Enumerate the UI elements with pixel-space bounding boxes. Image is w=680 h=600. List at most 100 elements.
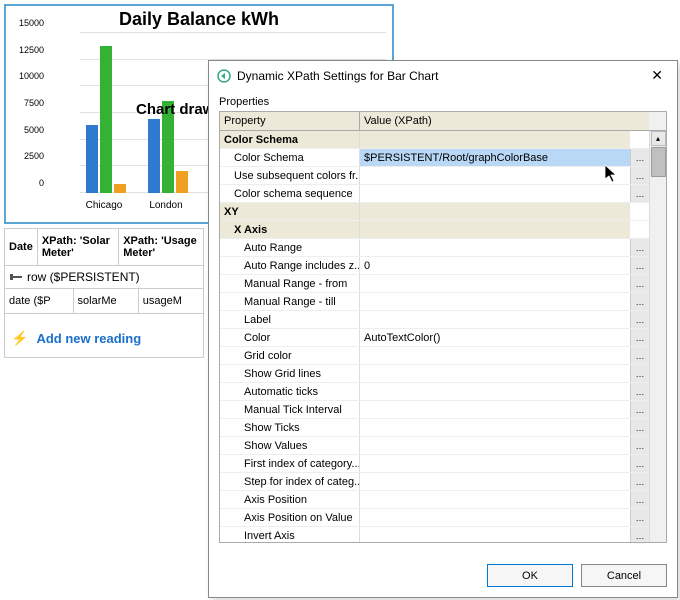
row-template-header: row ($PERSISTENT) (4, 266, 204, 289)
property-row[interactable]: Axis Position on Value … (220, 509, 649, 527)
ellipsis-button[interactable]: … (630, 491, 649, 508)
property-row[interactable]: Auto Range includes z...0… (220, 257, 649, 275)
bar (114, 184, 126, 193)
close-icon[interactable]: ✕ (645, 67, 669, 84)
property-value[interactable] (360, 491, 630, 508)
property-row[interactable]: X Axis (220, 221, 649, 239)
property-value[interactable] (360, 293, 630, 310)
property-value[interactable] (360, 527, 630, 542)
ellipsis-button[interactable]: … (630, 329, 649, 346)
property-label: Axis Position on Value (220, 509, 360, 526)
property-row[interactable]: Manual Tick Interval… (220, 401, 649, 419)
property-row[interactable]: Show Ticks… (220, 419, 649, 437)
property-value[interactable] (360, 203, 630, 220)
property-row[interactable]: Invert Axis… (220, 527, 649, 542)
property-value[interactable] (360, 131, 630, 148)
property-value[interactable] (360, 275, 630, 292)
scroll-thumb[interactable] (651, 147, 666, 177)
bolt-icon: ⚡ (11, 330, 28, 347)
property-row[interactable]: Color Schema (220, 131, 649, 149)
add-reading-link[interactable]: Add new reading (36, 331, 141, 346)
cancel-button[interactable]: Cancel (581, 564, 667, 587)
property-label: X Axis (220, 221, 360, 238)
property-value[interactable]: AutoTextColor() (360, 329, 630, 346)
ellipsis-button[interactable]: … (630, 509, 649, 526)
property-value[interactable] (360, 383, 630, 400)
property-label: Show Values (220, 437, 360, 454)
ellipsis-button[interactable]: … (630, 257, 649, 274)
property-label: Color schema sequence (220, 185, 360, 202)
ellipsis-button[interactable]: … (630, 167, 649, 184)
property-value[interactable] (360, 311, 630, 328)
property-row[interactable]: Label … (220, 311, 649, 329)
ellipsis-button[interactable]: … (630, 401, 649, 418)
property-value[interactable] (360, 437, 630, 454)
property-row[interactable]: XY (220, 203, 649, 221)
property-row[interactable]: Color Schema$PERSISTENT/Root/graphColorB… (220, 149, 649, 167)
ellipsis-button[interactable]: … (630, 311, 649, 328)
ellipsis-button[interactable]: … (630, 347, 649, 364)
property-value[interactable] (360, 185, 630, 202)
cell-solar[interactable]: solarMe (73, 289, 138, 314)
property-value[interactable]: 0 (360, 257, 630, 274)
ellipsis-button[interactable]: … (630, 293, 649, 310)
ellipsis-button[interactable]: … (630, 383, 649, 400)
row-cells: date ($P solarMe usageM (4, 288, 204, 314)
ellipsis-button[interactable]: … (630, 149, 649, 166)
ellipsis-button[interactable]: … (630, 365, 649, 382)
y-tick: 0 (14, 178, 44, 188)
property-value[interactable] (360, 419, 630, 436)
ellipsis-button[interactable]: … (630, 437, 649, 454)
property-value[interactable] (360, 365, 630, 382)
col-date: Date (5, 229, 38, 266)
property-value[interactable]: $PERSISTENT/Root/graphColorBase (360, 149, 630, 166)
property-value[interactable] (360, 473, 630, 490)
ellipsis-button[interactable]: … (630, 275, 649, 292)
property-row[interactable]: ColorAutoTextColor()… (220, 329, 649, 347)
property-row[interactable]: Use subsequent colors fr...… (220, 167, 649, 185)
cell-date[interactable]: date ($P (5, 289, 74, 314)
property-row[interactable]: Automatic ticks… (220, 383, 649, 401)
property-value[interactable] (360, 167, 630, 184)
property-row[interactable]: Step for index of categ...… (220, 473, 649, 491)
ellipsis-button[interactable]: … (630, 527, 649, 542)
xpath-settings-dialog: Dynamic XPath Settings for Bar Chart ✕ P… (208, 60, 678, 598)
property-row[interactable]: Axis Position… (220, 491, 649, 509)
dialog-icon (217, 69, 231, 83)
property-row[interactable]: Auto Range … (220, 239, 649, 257)
property-label: Label (220, 311, 360, 328)
bar (148, 119, 160, 193)
property-row[interactable]: Show Grid lines… (220, 365, 649, 383)
row-icon (9, 270, 23, 284)
scroll-up-icon[interactable]: ▴ (651, 131, 666, 146)
ellipsis-button[interactable]: … (630, 419, 649, 436)
property-row[interactable]: Color schema sequence … (220, 185, 649, 203)
property-value[interactable] (360, 401, 630, 418)
property-value[interactable] (360, 455, 630, 472)
property-row[interactable]: Manual Range - from… (220, 275, 649, 293)
header-scroll-gap (649, 112, 666, 130)
property-value[interactable] (360, 347, 630, 364)
property-value[interactable] (360, 509, 630, 526)
property-label: Auto Range (220, 239, 360, 256)
properties-label: Properties (219, 96, 667, 108)
property-value[interactable] (360, 239, 630, 256)
property-label: First index of category... (220, 455, 360, 472)
ellipsis-button[interactable]: … (630, 185, 649, 202)
property-value[interactable] (360, 221, 630, 238)
ellipsis-button[interactable]: … (630, 239, 649, 256)
cell-usage[interactable]: usageM (138, 289, 203, 314)
property-row[interactable]: Show Values … (220, 437, 649, 455)
y-tick: 12500 (14, 45, 44, 55)
property-row[interactable]: Grid color… (220, 347, 649, 365)
ok-button[interactable]: OK (487, 564, 573, 587)
data-table: Date XPath: 'Solar Meter' XPath: 'Usage … (4, 228, 204, 266)
table-panel: Date XPath: 'Solar Meter' XPath: 'Usage … (4, 228, 204, 358)
property-row[interactable]: First index of category... … (220, 455, 649, 473)
property-row[interactable]: Manual Range - till… (220, 293, 649, 311)
ellipsis-button[interactable]: … (630, 455, 649, 472)
scrollbar[interactable]: ▴ (649, 131, 666, 542)
dialog-titlebar[interactable]: Dynamic XPath Settings for Bar Chart ✕ (209, 61, 677, 90)
property-rows-wrap: Color SchemaColor Schema$PERSISTENT/Root… (220, 131, 666, 542)
ellipsis-button[interactable]: … (630, 473, 649, 490)
